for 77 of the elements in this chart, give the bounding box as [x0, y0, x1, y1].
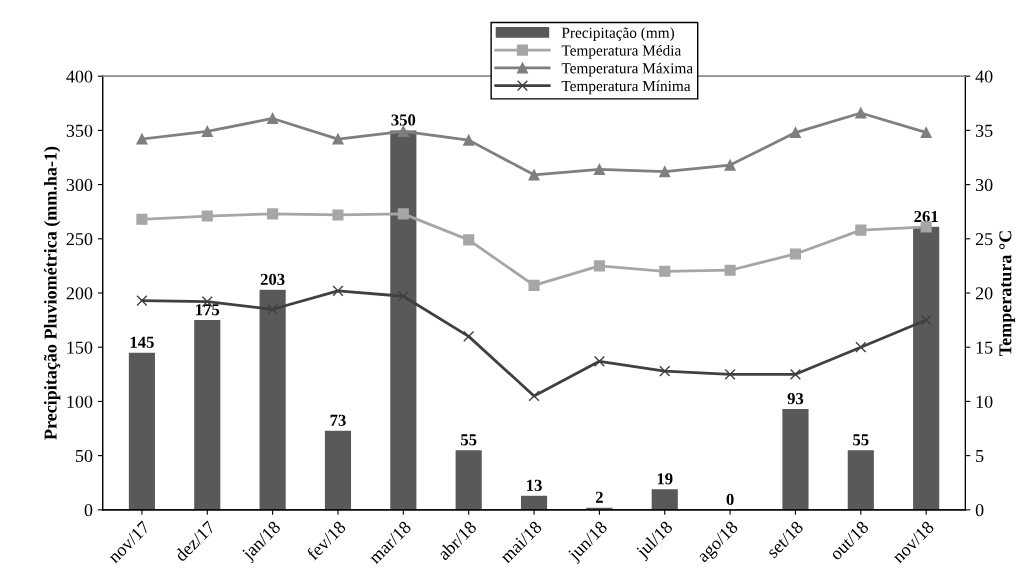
data-label: 55	[853, 434, 869, 446]
y-tick-label: 200	[66, 287, 93, 300]
point	[463, 330, 475, 342]
y2-tick-label: 15	[976, 341, 993, 354]
point	[659, 365, 671, 377]
point	[855, 341, 867, 353]
legend-label: Precipitação (mm)	[561, 27, 675, 42]
data-label: 175	[196, 304, 220, 316]
point	[855, 107, 867, 119]
point	[920, 221, 932, 233]
legend-label: Temperatura Mínima	[561, 80, 691, 95]
data-label: 55	[461, 434, 477, 446]
y2-tick-label: 25	[975, 233, 993, 246]
point	[659, 265, 671, 277]
point	[593, 355, 605, 367]
data-label: 19	[657, 473, 673, 485]
point	[463, 234, 475, 246]
legend-label: Temperatura Máxima	[561, 62, 693, 77]
point	[136, 133, 148, 145]
y-tick-label: 0	[84, 504, 93, 517]
y-tick-label: 300	[66, 178, 93, 192]
point	[267, 112, 279, 125]
point	[136, 295, 148, 307]
y2-tick-label: 40	[975, 70, 993, 83]
point	[724, 264, 736, 276]
y-tick-label: 400	[66, 70, 93, 83]
data-label: 0	[726, 493, 734, 506]
y-axis-title: Precipitação Pluviométrica (mm.ha-1)	[43, 146, 61, 440]
point	[789, 248, 802, 260]
point	[136, 213, 148, 225]
point	[724, 159, 736, 171]
y2-axis-title: Temperatura °C	[999, 231, 1016, 356]
point	[789, 126, 802, 139]
point	[201, 125, 213, 138]
data-label: 13	[527, 479, 542, 491]
point	[920, 314, 932, 326]
point	[789, 368, 802, 380]
point	[267, 303, 279, 315]
point	[332, 285, 344, 297]
y2-tick-label: 30	[975, 178, 993, 192]
y2-tick-label: 20	[975, 287, 993, 300]
point	[201, 210, 213, 222]
data-label: 93	[787, 393, 804, 405]
legend-label: Temperatura Média	[561, 44, 682, 59]
y2-tick-label: 35	[975, 124, 993, 137]
y2-tick-label: 5	[976, 450, 984, 463]
point	[528, 279, 540, 291]
y2-tick-label: 10	[976, 395, 993, 408]
point	[397, 125, 409, 138]
point	[659, 166, 671, 178]
point	[593, 260, 605, 272]
data-label: 261	[914, 210, 938, 223]
point	[397, 208, 409, 220]
data-label: 73	[330, 414, 346, 426]
bar	[913, 226, 940, 510]
data-label: 145	[130, 336, 154, 348]
bar	[520, 495, 548, 510]
point	[332, 209, 344, 221]
y-tick-label: 100	[67, 395, 93, 408]
point	[463, 134, 475, 146]
data-label: 2	[595, 491, 603, 503]
point	[724, 368, 736, 380]
point	[855, 224, 867, 236]
point	[528, 169, 540, 181]
point	[920, 126, 932, 139]
point	[593, 163, 605, 175]
y-tick-label: 150	[67, 341, 93, 354]
y2-tick-label: 0	[975, 504, 984, 517]
point	[528, 390, 540, 402]
data-label: 350	[391, 114, 416, 126]
y-tick-label: 250	[66, 233, 93, 246]
y-tick-label: 350	[66, 124, 93, 137]
point	[267, 208, 279, 220]
data-label: 203	[260, 273, 285, 285]
bar	[259, 289, 286, 510]
y-tick-label: 50	[75, 449, 93, 463]
point	[332, 133, 344, 145]
